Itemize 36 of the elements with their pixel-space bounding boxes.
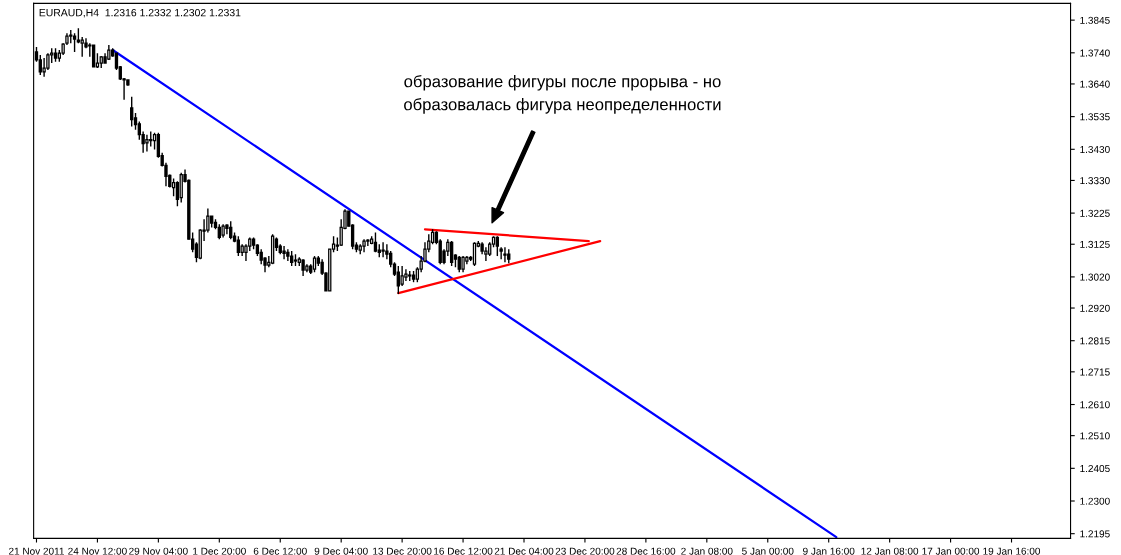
y-tick-label: 1.2715 — [1080, 368, 1110, 376]
y-tick-label: 1.2920 — [1080, 304, 1110, 312]
x-tick-label: 17 Jan 00:00 — [922, 547, 980, 555]
x-tick-label: 23 Dec 20:00 — [555, 547, 615, 555]
x-tick-label: 9 Jan 16:00 — [803, 547, 855, 555]
x-tick-label: 16 Dec 12:00 — [434, 547, 493, 555]
y-tick-label: 1.3640 — [1080, 80, 1110, 88]
y-tick-label: 1.2300 — [1080, 497, 1110, 505]
x-tick-label: 21 Nov 2011 — [9, 547, 64, 555]
y-tick-label: 1.2405 — [1080, 464, 1110, 473]
x-tick-label: 12 Jan 08:00 — [861, 547, 919, 555]
annotation: образование фигуры после прорыва - но образовалась фигура неопределенности — [404, 74, 721, 114]
x-tick-label: 5 Jan 00:00 — [742, 547, 794, 555]
y-tick-label: 1.2510 — [1080, 432, 1110, 440]
y-tick-label: 1.2195 — [1080, 530, 1110, 538]
x-tick-label: 19 Jan 16:00 — [983, 547, 1041, 555]
x-tick-label: 2 Jan 08:00 — [681, 547, 733, 555]
x-tick-label: 13 Dec 20:00 — [373, 547, 432, 555]
y-tick-label: 1.3430 — [1080, 145, 1110, 154]
y-tick-label: 1.3125 — [1080, 240, 1110, 248]
x-tick-label: 1 Dec 20:00 — [193, 547, 246, 555]
x-tick-label: 9 Dec 04:00 — [314, 547, 368, 555]
y-tick-label: 1.3020 — [1080, 273, 1110, 281]
y-tick-label: 1.2815 — [1080, 337, 1110, 345]
x-tick-label: 21 Dec 04:00 — [494, 547, 554, 555]
x-tick-label: 28 Dec 16:00 — [616, 547, 676, 555]
x-tick-label: 6 Dec 12:00 — [253, 547, 307, 555]
y-tick-label: 1.3740 — [1080, 49, 1110, 57]
x-tick-label: 29 Nov 04:00 — [129, 547, 188, 555]
x-tick-label: 24 Nov 12:00 — [68, 547, 127, 555]
y-tick-label: 1.3535 — [1080, 113, 1110, 121]
y-tick-label: 1.2610 — [1080, 401, 1110, 409]
y-tick-label: 1.3845 — [1080, 16, 1110, 24]
y-tick-label: 1.3330 — [1080, 177, 1110, 185]
y-tick-label: 1.3225 — [1080, 209, 1110, 217]
chart-title: EURAUD,H4 1.2316 1.2332 1.2302 1.2331 — [39, 8, 241, 18]
